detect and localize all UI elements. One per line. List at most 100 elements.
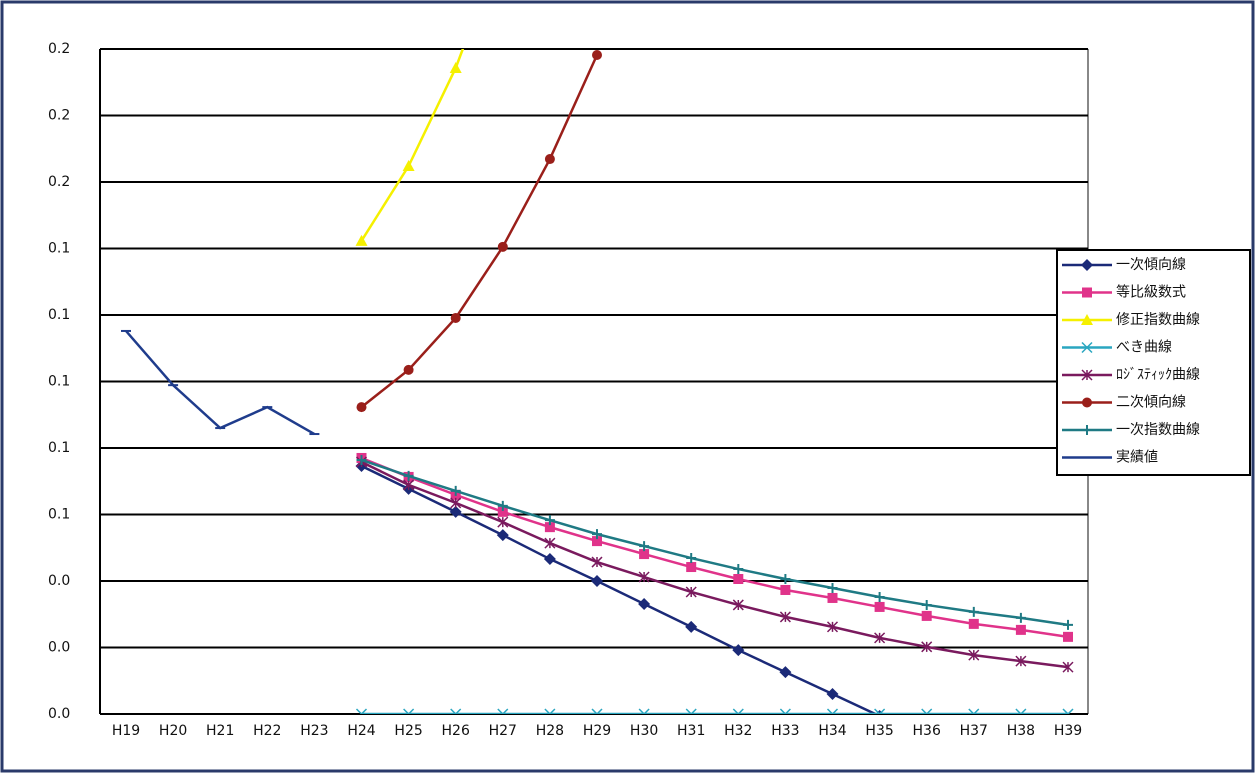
x-tick-label: H22 [253, 723, 281, 739]
plot-area [121, 49, 1074, 714]
marker [1082, 425, 1092, 435]
x-tick-label: H19 [112, 723, 140, 739]
legend-label: べき曲線 [1116, 340, 1172, 356]
marker [732, 708, 744, 714]
legend-label: 一次傾向線 [1116, 257, 1186, 273]
marker [826, 708, 839, 714]
marker [921, 708, 933, 714]
marker [827, 582, 838, 593]
marker [826, 621, 839, 633]
marker [496, 529, 509, 542]
y-tick-label: 0.1 [48, 241, 70, 257]
marker [592, 536, 602, 547]
y-tick-label: 0.2 [48, 174, 70, 190]
x-tick-label: H27 [489, 723, 517, 739]
marker [638, 708, 650, 714]
x-tick-label: H28 [536, 723, 564, 739]
grid [100, 48, 1088, 715]
marker [685, 586, 697, 598]
y-tick-label: 0.2 [48, 41, 70, 57]
marker [544, 154, 555, 165]
series-line [361, 456, 1069, 639]
x-tick-label: H31 [677, 723, 705, 739]
y-tick-label: 0.0 [48, 573, 70, 589]
marker [403, 470, 414, 481]
marker [968, 649, 980, 661]
legend-box [1056, 249, 1251, 476]
marker [874, 632, 886, 644]
x-tick-label: H21 [206, 723, 234, 739]
marker [449, 61, 462, 73]
marker [1063, 631, 1073, 642]
x-tick-label: H29 [583, 723, 611, 739]
x-tick-label: H34 [818, 723, 846, 739]
marker [874, 601, 885, 612]
x-tick-label: H30 [630, 723, 658, 739]
series-line [360, 54, 599, 409]
marker [403, 479, 415, 491]
x-tick-label: H33 [771, 723, 799, 739]
marker [1082, 397, 1092, 408]
marker [497, 708, 509, 714]
marker [591, 708, 603, 714]
marker [592, 529, 602, 540]
marker [1015, 624, 1026, 635]
marker [497, 506, 508, 517]
marker [1081, 369, 1093, 381]
marker [779, 666, 792, 679]
marker [780, 574, 791, 585]
marker [1082, 287, 1092, 298]
marker [1015, 708, 1027, 714]
marker [827, 592, 838, 603]
x-tick-label: H23 [300, 723, 328, 739]
marker [355, 708, 368, 714]
y-tick-label: 0.1 [48, 374, 70, 390]
legend-label: 実績値 [1116, 450, 1158, 466]
marker [543, 553, 556, 566]
marker [685, 620, 698, 633]
x-tick-label: H35 [865, 723, 893, 739]
marker [544, 708, 556, 714]
series-line [360, 460, 1069, 669]
x-tick-label: H36 [913, 723, 941, 739]
y-tick-label: 0.1 [48, 307, 70, 323]
marker [497, 500, 508, 511]
legend-label: 一次指数曲線 [1116, 422, 1200, 438]
x-tick-label: H38 [1007, 723, 1035, 739]
y-tick-label: 0.1 [48, 440, 70, 456]
series-line [360, 49, 465, 242]
marker [921, 641, 933, 653]
y-tick-label: 0.1 [48, 507, 70, 523]
marker [921, 610, 932, 621]
marker [780, 584, 791, 595]
marker [1015, 655, 1027, 667]
y-tick-label: 0.2 [48, 108, 70, 124]
marker [733, 564, 744, 575]
marker [1062, 661, 1074, 673]
marker [779, 611, 791, 623]
marker [779, 708, 791, 714]
marker [968, 618, 979, 629]
marker [449, 505, 462, 518]
marker [450, 497, 462, 509]
marker [638, 597, 651, 610]
marker [497, 241, 508, 252]
marker [1081, 314, 1093, 325]
marker [450, 708, 462, 714]
marker [591, 575, 603, 587]
legend-label: 等比級数式 [1116, 284, 1186, 301]
marker [591, 556, 603, 568]
marker [356, 454, 367, 465]
series-line [361, 458, 1069, 627]
marker [497, 516, 509, 528]
legend-label: 修正指数曲線 [1116, 312, 1200, 328]
x-tick-label: H32 [724, 723, 752, 739]
legend-label: ﾛｼﾞｽﾃｨｯｸ曲線 [1116, 367, 1200, 383]
marker [733, 574, 744, 585]
marker [356, 402, 367, 413]
marker [1063, 619, 1073, 630]
marker [968, 708, 980, 714]
y-tick-label: 0.0 [48, 706, 70, 722]
